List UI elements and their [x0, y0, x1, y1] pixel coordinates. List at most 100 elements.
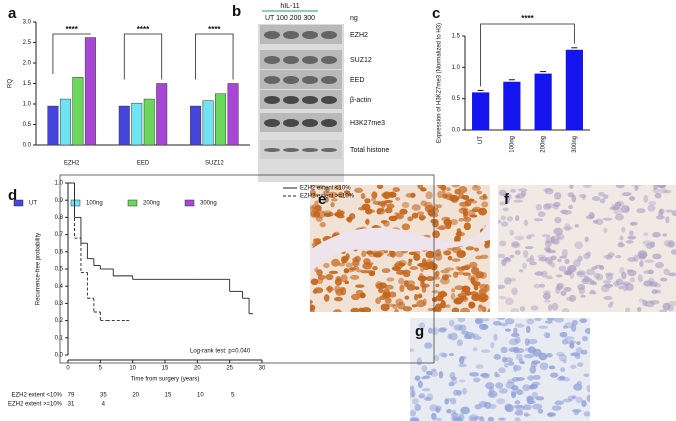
y-tick-label: 0.7 [55, 232, 64, 238]
cell [561, 248, 568, 257]
cell [554, 400, 565, 406]
cell [570, 324, 577, 332]
cell [518, 269, 524, 273]
cell [458, 379, 466, 383]
cell [556, 283, 563, 291]
cell [398, 262, 406, 267]
cell [449, 332, 458, 341]
cell [414, 286, 420, 290]
cell [518, 188, 528, 192]
x-tick-label: 15 [162, 366, 169, 372]
cell [552, 204, 559, 210]
cell [560, 367, 566, 373]
cell [603, 227, 608, 233]
cell [581, 279, 590, 285]
legend-label: 300ng [200, 201, 217, 207]
cell [480, 349, 491, 353]
cell [451, 288, 456, 293]
cell [406, 284, 416, 291]
blot-band [283, 76, 299, 84]
cell [310, 205, 315, 212]
risk-label: EZH2 extent <10% [11, 393, 62, 399]
cell [615, 254, 622, 259]
cell [603, 283, 614, 288]
blot-band [283, 148, 299, 152]
cell [488, 386, 494, 395]
cell [630, 222, 635, 226]
cell [513, 199, 524, 203]
cell [382, 288, 391, 297]
cell [472, 335, 482, 340]
cell [424, 201, 433, 209]
cell [645, 243, 653, 249]
cell [591, 266, 598, 270]
cell [586, 394, 590, 402]
cell [462, 387, 467, 395]
cell [511, 241, 520, 247]
cell [417, 380, 423, 389]
cell [469, 302, 476, 309]
cell [398, 277, 405, 285]
cell [431, 297, 438, 303]
blot-band-label: β-actin [350, 97, 371, 104]
blot-strip [260, 113, 342, 132]
bar [190, 105, 202, 146]
y-tick-label: 0.5 [55, 267, 64, 273]
cell [386, 303, 396, 307]
cell [648, 200, 657, 206]
cell [360, 269, 370, 274]
cell [448, 353, 455, 357]
cell [546, 412, 554, 418]
cell [504, 404, 514, 413]
cell [399, 284, 405, 293]
cell [431, 368, 437, 372]
panel-label: f [504, 191, 510, 208]
cell [662, 302, 671, 311]
y-tick-label: 1.0 [23, 102, 32, 108]
cell [543, 331, 551, 338]
cell [367, 251, 377, 258]
cell [589, 289, 596, 295]
y-tick-label: 2.5 [23, 40, 32, 46]
cell [569, 343, 575, 349]
cell [562, 209, 572, 215]
cell [518, 358, 524, 364]
cell [551, 302, 559, 311]
cell [421, 388, 431, 392]
cell [525, 325, 531, 334]
cell [384, 284, 394, 290]
significance-label: **** [208, 25, 221, 34]
cell [444, 274, 452, 278]
cell [372, 266, 378, 271]
significance-bracket [195, 33, 234, 80]
cell [460, 307, 470, 312]
cell [590, 280, 595, 285]
x-axis-label: Time from surgery (years) [131, 377, 200, 383]
cell [534, 271, 544, 276]
cell [634, 185, 639, 191]
cell [463, 285, 469, 292]
cell [444, 398, 450, 405]
cell [350, 274, 360, 280]
cell [545, 275, 553, 280]
significance-label: **** [137, 25, 150, 34]
cell [408, 258, 413, 263]
cell [354, 284, 365, 288]
x-tick-label: SUZ12 [205, 161, 224, 167]
cell [411, 204, 421, 211]
cell [386, 277, 395, 282]
cell [552, 238, 560, 245]
cell [506, 216, 514, 222]
cell [443, 250, 452, 256]
blot-strip [260, 140, 342, 159]
cell [376, 207, 386, 215]
cell [422, 375, 431, 379]
cell [436, 226, 446, 230]
cell [631, 185, 642, 187]
cell [413, 253, 421, 261]
cell [340, 274, 348, 283]
cell [407, 261, 412, 267]
cell [647, 204, 656, 212]
cell [649, 281, 659, 287]
cell [507, 361, 515, 366]
